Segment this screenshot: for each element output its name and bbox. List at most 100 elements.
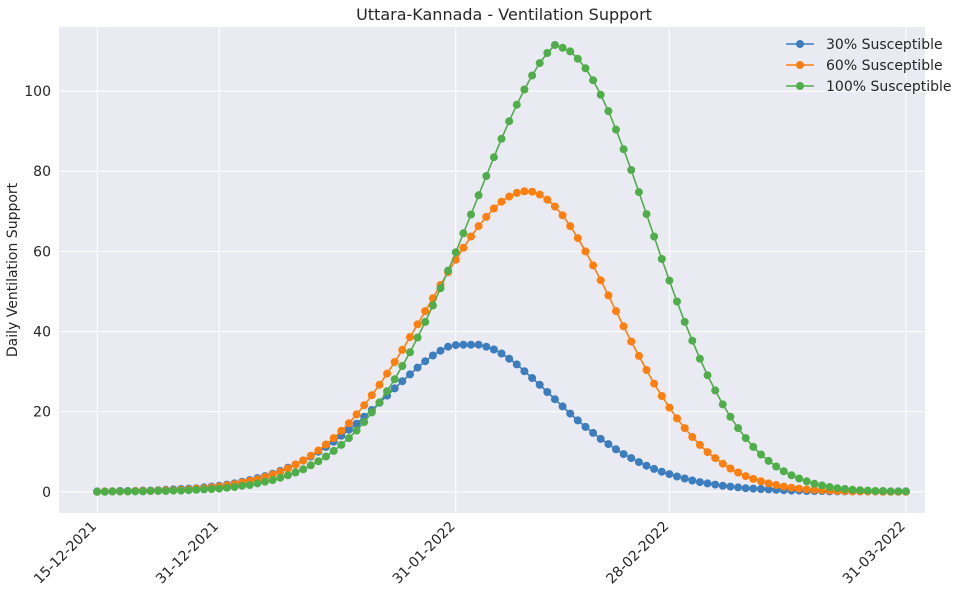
data-point bbox=[642, 366, 651, 374]
data-point bbox=[444, 342, 453, 351]
data-point bbox=[688, 432, 697, 441]
data-point bbox=[329, 446, 338, 455]
data-point bbox=[718, 481, 727, 490]
data-point bbox=[497, 134, 506, 143]
data-point bbox=[253, 479, 262, 488]
data-point bbox=[131, 487, 140, 496]
data-point bbox=[528, 187, 537, 196]
data-point bbox=[116, 487, 124, 496]
data-point bbox=[467, 340, 475, 349]
data-point bbox=[734, 483, 743, 492]
data-point bbox=[680, 317, 689, 326]
data-point bbox=[726, 412, 735, 421]
data-point bbox=[589, 76, 598, 85]
data-point bbox=[375, 380, 384, 389]
data-point bbox=[299, 465, 308, 474]
data-point bbox=[779, 467, 788, 476]
data-point bbox=[459, 243, 468, 252]
y-tick-label: 60 bbox=[33, 244, 51, 260]
data-point bbox=[390, 375, 399, 384]
data-point bbox=[276, 467, 285, 476]
data-point bbox=[703, 371, 712, 380]
series-layer bbox=[93, 41, 910, 496]
legend-item-2: 100% Susceptible bbox=[786, 79, 952, 95]
data-point bbox=[535, 59, 544, 68]
data-point bbox=[459, 340, 468, 349]
data-point bbox=[406, 370, 414, 379]
data-point bbox=[634, 458, 643, 467]
data-point bbox=[505, 192, 514, 201]
data-point bbox=[573, 54, 582, 63]
data-point bbox=[596, 434, 605, 443]
data-point bbox=[467, 232, 475, 241]
data-point bbox=[825, 483, 834, 491]
data-point bbox=[344, 434, 353, 443]
legend-label: 30% Susceptible bbox=[826, 37, 943, 53]
data-point bbox=[489, 345, 498, 354]
data-point bbox=[711, 386, 720, 395]
data-point bbox=[520, 187, 529, 196]
data-point bbox=[795, 474, 804, 483]
data-point bbox=[360, 401, 369, 410]
data-point bbox=[184, 486, 193, 495]
data-point bbox=[406, 348, 414, 357]
data-point bbox=[688, 476, 697, 485]
data-point bbox=[550, 41, 559, 49]
data-point bbox=[543, 195, 552, 204]
data-point bbox=[428, 351, 437, 360]
data-point bbox=[894, 487, 903, 496]
data-point bbox=[802, 477, 811, 486]
data-point bbox=[421, 357, 430, 366]
data-point bbox=[764, 456, 773, 465]
legend-label: 100% Susceptible bbox=[826, 79, 952, 95]
data-point bbox=[207, 485, 216, 493]
data-point bbox=[261, 477, 269, 486]
data-point bbox=[543, 49, 552, 57]
data-point bbox=[383, 387, 392, 396]
data-point bbox=[673, 297, 681, 306]
data-point bbox=[238, 481, 247, 490]
data-point bbox=[291, 468, 300, 477]
y-axis-ticks: 0 20 40 60 80 100 bbox=[24, 84, 51, 501]
data-point bbox=[497, 197, 506, 206]
data-point bbox=[482, 342, 491, 351]
data-point bbox=[299, 456, 308, 465]
data-point bbox=[283, 464, 292, 473]
data-point bbox=[741, 472, 750, 481]
data-point bbox=[192, 485, 201, 494]
data-point bbox=[306, 461, 315, 470]
data-point bbox=[268, 470, 277, 479]
data-point bbox=[734, 424, 743, 433]
data-point bbox=[489, 153, 498, 162]
data-point bbox=[314, 446, 323, 455]
data-point bbox=[581, 247, 590, 256]
data-point bbox=[413, 333, 422, 342]
data-point bbox=[535, 190, 544, 199]
data-point bbox=[528, 71, 537, 80]
data-point bbox=[550, 202, 559, 211]
data-point bbox=[352, 419, 361, 428]
legend-swatch-marker bbox=[796, 82, 804, 90]
data-point bbox=[749, 474, 758, 483]
legend-swatch-marker bbox=[796, 61, 804, 69]
data-point bbox=[352, 410, 361, 419]
data-point bbox=[581, 64, 590, 73]
x-axis-ticks: 15-12-2021 31-12-2021 31-01-2022 28-02-2022… bbox=[31, 519, 909, 588]
data-point bbox=[757, 450, 765, 459]
data-point bbox=[421, 317, 430, 326]
data-point bbox=[612, 445, 620, 454]
data-point bbox=[665, 470, 674, 479]
data-point bbox=[673, 414, 681, 423]
data-point bbox=[177, 486, 186, 495]
data-point bbox=[612, 307, 620, 316]
data-point bbox=[512, 360, 521, 369]
data-point bbox=[413, 320, 422, 329]
data-point bbox=[550, 395, 559, 404]
data-point bbox=[467, 210, 475, 219]
data-point bbox=[703, 479, 712, 488]
y-tick-label: 20 bbox=[33, 405, 51, 421]
data-point bbox=[482, 172, 491, 180]
y-axis-label: Daily Ventilation Support bbox=[5, 182, 21, 357]
data-point bbox=[741, 434, 750, 443]
data-point bbox=[779, 482, 788, 491]
